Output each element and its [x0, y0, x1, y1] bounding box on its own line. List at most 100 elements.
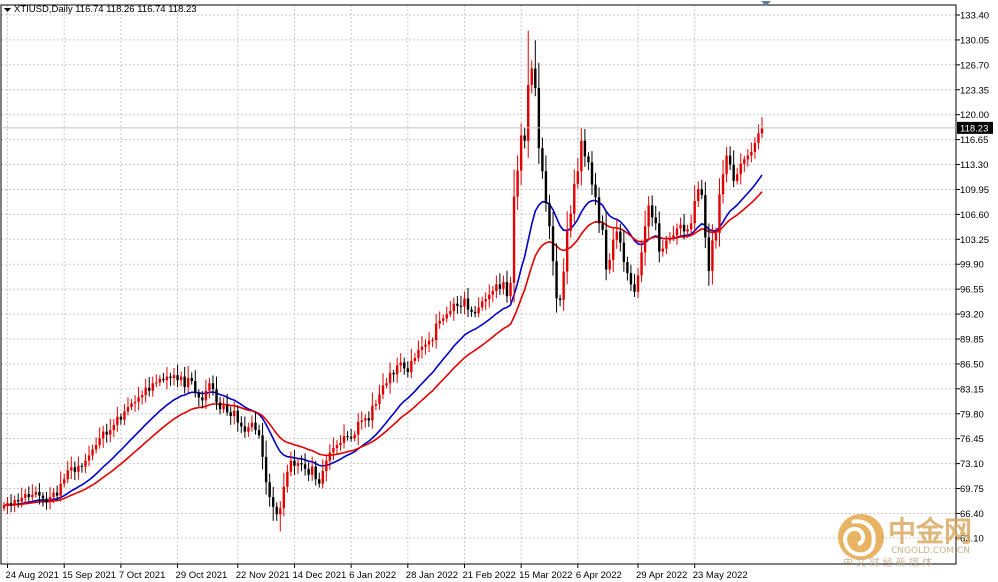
candle-body [264, 456, 268, 483]
cngold-logo: 中金网 CNGOLD.COM.CN 中 文 财 经 新 媒 体 [838, 514, 972, 569]
candle-body [399, 362, 402, 366]
candle-body [406, 368, 409, 373]
candle-body [197, 392, 201, 398]
x-tick-label: 29 Oct 2021 [176, 570, 228, 581]
candle-body [505, 282, 509, 297]
y-tick-label: 130.05 [960, 35, 989, 46]
candle-layer [2, 30, 764, 532]
candle-body [27, 494, 30, 498]
candle-body [371, 405, 374, 421]
ma-slow-line [3, 191, 763, 507]
candle-body [9, 503, 13, 505]
candle-body [222, 405, 225, 410]
candle-body [101, 431, 105, 439]
y-tick-label: 113.30 [960, 160, 988, 171]
candle-body [240, 422, 243, 427]
candle-body [130, 403, 133, 408]
candle-body [279, 508, 282, 515]
candle-body [254, 422, 257, 431]
y-tick-label: 120.00 [960, 110, 989, 121]
candle-body [413, 357, 417, 361]
candle-body [151, 383, 154, 391]
candle-body [183, 376, 186, 387]
candle-body [725, 155, 728, 175]
candle-body [590, 162, 594, 185]
candle-body [250, 422, 254, 428]
candle-body [427, 340, 431, 345]
candle-body [70, 467, 73, 471]
candle-body [565, 230, 569, 272]
y-tick-label: 123.35 [960, 85, 989, 96]
candle-body [424, 344, 427, 347]
dropdown-triangle-icon[interactable] [4, 8, 11, 12]
x-tick-label: 28 Jan 2022 [406, 570, 458, 581]
candle-body [296, 462, 300, 466]
candle-body [172, 375, 176, 379]
candle-body [612, 239, 615, 260]
candle-body [558, 298, 562, 300]
candle-body [268, 482, 271, 498]
x-tick-label: 21 Feb 2022 [462, 570, 515, 581]
candle-body [728, 155, 732, 165]
candle-body [41, 495, 45, 499]
candle-body [123, 411, 126, 420]
candle-body [438, 320, 441, 324]
candle-body [176, 375, 179, 381]
candle-body [353, 434, 356, 439]
moving-average-layer [3, 174, 763, 507]
x-tick-label: 7 Oct 2021 [119, 570, 165, 581]
candle-body [693, 200, 696, 224]
candle-body [707, 237, 711, 271]
candle-body [604, 230, 608, 270]
y-tick-label: 86.50 [960, 359, 984, 370]
candle-body [293, 460, 296, 466]
candle-body [55, 492, 59, 496]
current-price-tag [957, 121, 993, 134]
candle-body [158, 378, 162, 383]
candle-body [34, 491, 38, 495]
candle-body [636, 275, 640, 292]
candle-body [225, 405, 229, 413]
candle-body [583, 140, 587, 157]
candle-body [629, 273, 633, 285]
candle-body [452, 303, 456, 312]
candle-body [580, 140, 583, 172]
candle-body [594, 184, 597, 198]
candle-body [179, 376, 183, 381]
candle-body [615, 231, 618, 240]
candle-body [140, 395, 144, 398]
x-tick-label: 29 Apr 2022 [636, 570, 687, 581]
candle-body [516, 170, 519, 197]
candle-body [63, 479, 66, 484]
candle-body [31, 494, 34, 498]
candle-body [16, 500, 20, 502]
candle-body [303, 464, 307, 469]
candle-body [743, 159, 746, 164]
candle-body [576, 171, 580, 184]
candle-body [201, 397, 204, 401]
candle-body [148, 387, 151, 391]
scroll-marker-icon[interactable] [761, 1, 771, 6]
candle-body [622, 242, 626, 262]
candle-body [477, 307, 480, 314]
candle-body [668, 238, 672, 241]
y-tick-label: 76.45 [960, 434, 984, 445]
candle-body [619, 231, 622, 243]
candle-body [456, 303, 459, 306]
candle-body [689, 223, 693, 230]
candle-body [739, 163, 742, 175]
x-axis: 24 Aug 2021 15 Sep 2021 7 Oct 2021 29 Oct 2… [6, 564, 748, 581]
candle-body [753, 142, 757, 152]
candle-body [410, 360, 413, 373]
candle-body [378, 394, 381, 405]
candle-body [357, 421, 360, 435]
candle-body [388, 372, 392, 384]
candle-body [190, 378, 193, 382]
candle-body [105, 431, 108, 435]
candle-body [80, 465, 84, 467]
candle-body [169, 376, 172, 379]
candle-body [697, 189, 700, 201]
candle-body [282, 486, 286, 509]
